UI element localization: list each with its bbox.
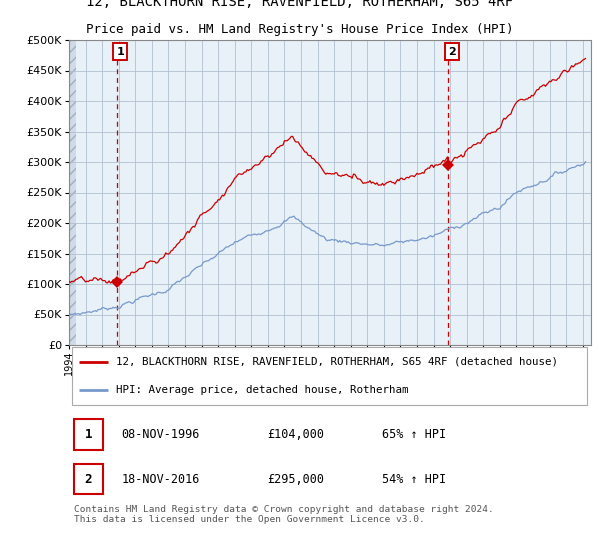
Text: 1: 1 (116, 46, 124, 57)
Text: 2: 2 (448, 46, 455, 57)
Text: 18-NOV-2016: 18-NOV-2016 (121, 473, 200, 486)
Text: 2: 2 (85, 473, 92, 486)
Text: 1: 1 (85, 428, 92, 441)
FancyBboxPatch shape (71, 347, 587, 404)
Text: 54% ↑ HPI: 54% ↑ HPI (382, 473, 446, 486)
Text: £104,000: £104,000 (268, 428, 325, 441)
Text: 12, BLACKTHORN RISE, RAVENFIELD, ROTHERHAM, S65 4RF (detached house): 12, BLACKTHORN RISE, RAVENFIELD, ROTHERH… (116, 357, 558, 367)
FancyBboxPatch shape (74, 464, 103, 494)
Text: HPI: Average price, detached house, Rotherham: HPI: Average price, detached house, Roth… (116, 385, 409, 395)
FancyBboxPatch shape (74, 419, 103, 450)
Text: 12, BLACKTHORN RISE, RAVENFIELD, ROTHERHAM, S65 4RF: 12, BLACKTHORN RISE, RAVENFIELD, ROTHERH… (86, 0, 514, 9)
Bar (69, 40, 76, 345)
Text: Price paid vs. HM Land Registry's House Price Index (HPI): Price paid vs. HM Land Registry's House … (86, 22, 514, 35)
Text: 65% ↑ HPI: 65% ↑ HPI (382, 428, 446, 441)
Text: 08-NOV-1996: 08-NOV-1996 (121, 428, 200, 441)
Text: Contains HM Land Registry data © Crown copyright and database right 2024.
This d: Contains HM Land Registry data © Crown c… (74, 505, 494, 524)
Text: £295,000: £295,000 (268, 473, 325, 486)
